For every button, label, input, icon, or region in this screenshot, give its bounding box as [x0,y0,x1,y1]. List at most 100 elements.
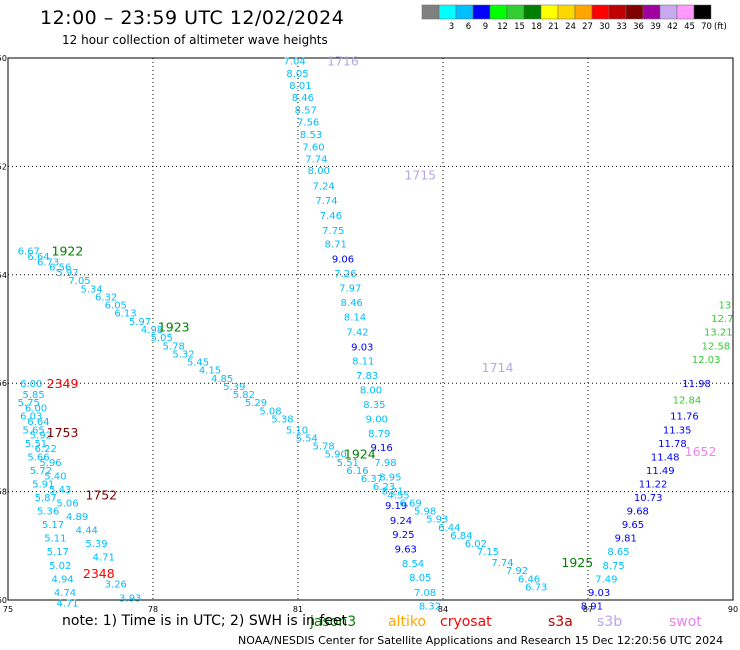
swh-value-label: 5.08 [259,406,281,417]
legend-label: 39 [650,22,661,32]
satellite-legend-s3b: s3b [597,614,622,630]
swh-value-label: 12.03 [692,355,721,366]
swh-value-label: 7.15 [477,547,499,558]
swh-value-label: 5.17 [47,547,69,558]
x-tick-label: 84 [438,605,448,614]
swh-value-label: 8.54 [402,559,424,570]
swh-value-label: 11.22 [639,479,668,490]
pass-id-label: 1714 [482,360,514,375]
swh-value-label: 4.98 [141,325,163,336]
swh-value-label: 5.51 [25,439,47,450]
pass-id-label: 1753 [47,425,79,440]
plot-frame [7,57,734,601]
swh-value-label: 9.03 [588,588,610,599]
swh-value-label: 5.17 [42,520,64,531]
swh-value-label: 7.83 [356,371,378,382]
satellite-legend-s3a: s3a [548,614,573,630]
legend-unit: (ft) [714,22,727,32]
legend-label: 24 [565,22,576,32]
swh-value-label: 5.90 [325,450,347,461]
swh-value-label: 5.43 [49,485,71,496]
swh-value-label: 7.74 [305,154,327,165]
swh-value-label: 8.46 [341,298,363,309]
swh-value-label: 9.63 [395,545,417,556]
legend-label: 3 [449,22,454,32]
swh-value-label: 9.16 [371,443,393,454]
legend-swatch [608,4,627,20]
legend-label: 15 [514,22,525,32]
swh-value-label: 8.91 [581,601,603,612]
legend-swatch [591,4,610,20]
chart-subtitle: 12 hour collection of altimeter wave hei… [62,33,328,47]
swh-value-label: 7.08 [414,588,436,599]
swh-value-label: 9.24 [390,516,412,527]
swh-value-label: 7.74 [491,558,513,569]
swh-value-label: 6.03 [20,412,42,423]
swh-value-label: 6.84 [450,531,472,542]
swh-value-label: 5.54 [296,433,318,444]
swh-value-label: 11.35 [663,425,692,436]
swh-value-label: 6.05 [105,301,127,312]
swh-value-label: 7.42 [346,328,368,339]
swh-value-label: 6.23 [373,482,395,493]
satellite-legend-swot: swot [669,614,702,630]
swh-value-label: 8.14 [344,313,366,324]
swh-value-label: 4.74 [54,588,76,599]
swh-value-label: 8.71 [325,239,347,250]
legend-label: 42 [667,22,678,32]
swh-value-label: 11.98 [682,379,711,390]
swh-value-label: 12.58 [702,341,731,352]
legend-swatch [472,4,491,20]
legend-swatch [693,4,712,20]
swh-value-label: 4.85 [211,374,233,385]
swh-value-label: 6.73 [525,582,547,593]
legend-swatch [574,4,593,20]
swh-value-label: 7.60 [302,142,324,153]
legend-label: 45 [684,22,695,32]
swh-value-label: 8.75 [603,561,625,572]
pass-id-label: 1715 [404,168,436,183]
swh-value-label: 6.32 [95,292,117,303]
swh-value-label: 5.78 [163,341,185,352]
swh-value-label: 7.24 [313,181,335,192]
swh-value-label: 6.13 [114,309,136,320]
swh-value-label: 5.98 [414,507,436,518]
swh-value-label: 6.64 [27,417,49,428]
legend-swatch [659,4,678,20]
pass-id-label: 1652 [685,444,717,459]
legend-label: 21 [548,22,559,32]
swh-value-label: 10.73 [634,493,663,504]
swh-value-label: 5.93 [426,515,448,526]
satellite-legend-cryosat: cryosat [440,614,492,630]
swh-value-label: 6.22 [35,444,57,455]
satellite-legend-altika: altiko [388,614,426,630]
swh-value-label: 5.75 [18,398,40,409]
swh-value-label: 11.76 [670,412,699,423]
swh-value-label: 8.05 [409,573,431,584]
y-tick-label: -50 [0,54,7,63]
swh-value-label: 6.69 [400,498,422,509]
swh-value-label: 8.46 [292,93,314,104]
swh-value-label: 8.65 [607,547,629,558]
swh-value-label: 5.72 [30,466,52,477]
swh-value-label: 9.19 [385,501,407,512]
pass-id-label: 1924 [344,447,376,462]
swh-value-label: 8.11 [352,356,374,367]
swh-value-label: 4.44 [76,526,98,537]
swh-value-label: 5.92 [30,431,52,442]
x-tick-label: 87 [583,605,593,614]
legend-swatch [540,4,559,20]
y-tick-label: -54 [0,271,7,280]
swh-value-label: 8.01 [289,81,311,92]
swh-value-label: 6.00 [20,379,42,390]
swh-value-label: 7.97 [339,283,361,294]
legend-label: 9 [483,22,488,32]
swh-value-label: 5.32 [172,349,194,360]
swh-value-label: 7.75 [322,226,344,237]
x-tick-label: 81 [293,605,303,614]
swh-value-label: 5.96 [39,458,61,469]
legend-swatch [489,4,508,20]
legend-swatch [455,4,474,20]
swh-value-label: 4.94 [52,574,74,585]
